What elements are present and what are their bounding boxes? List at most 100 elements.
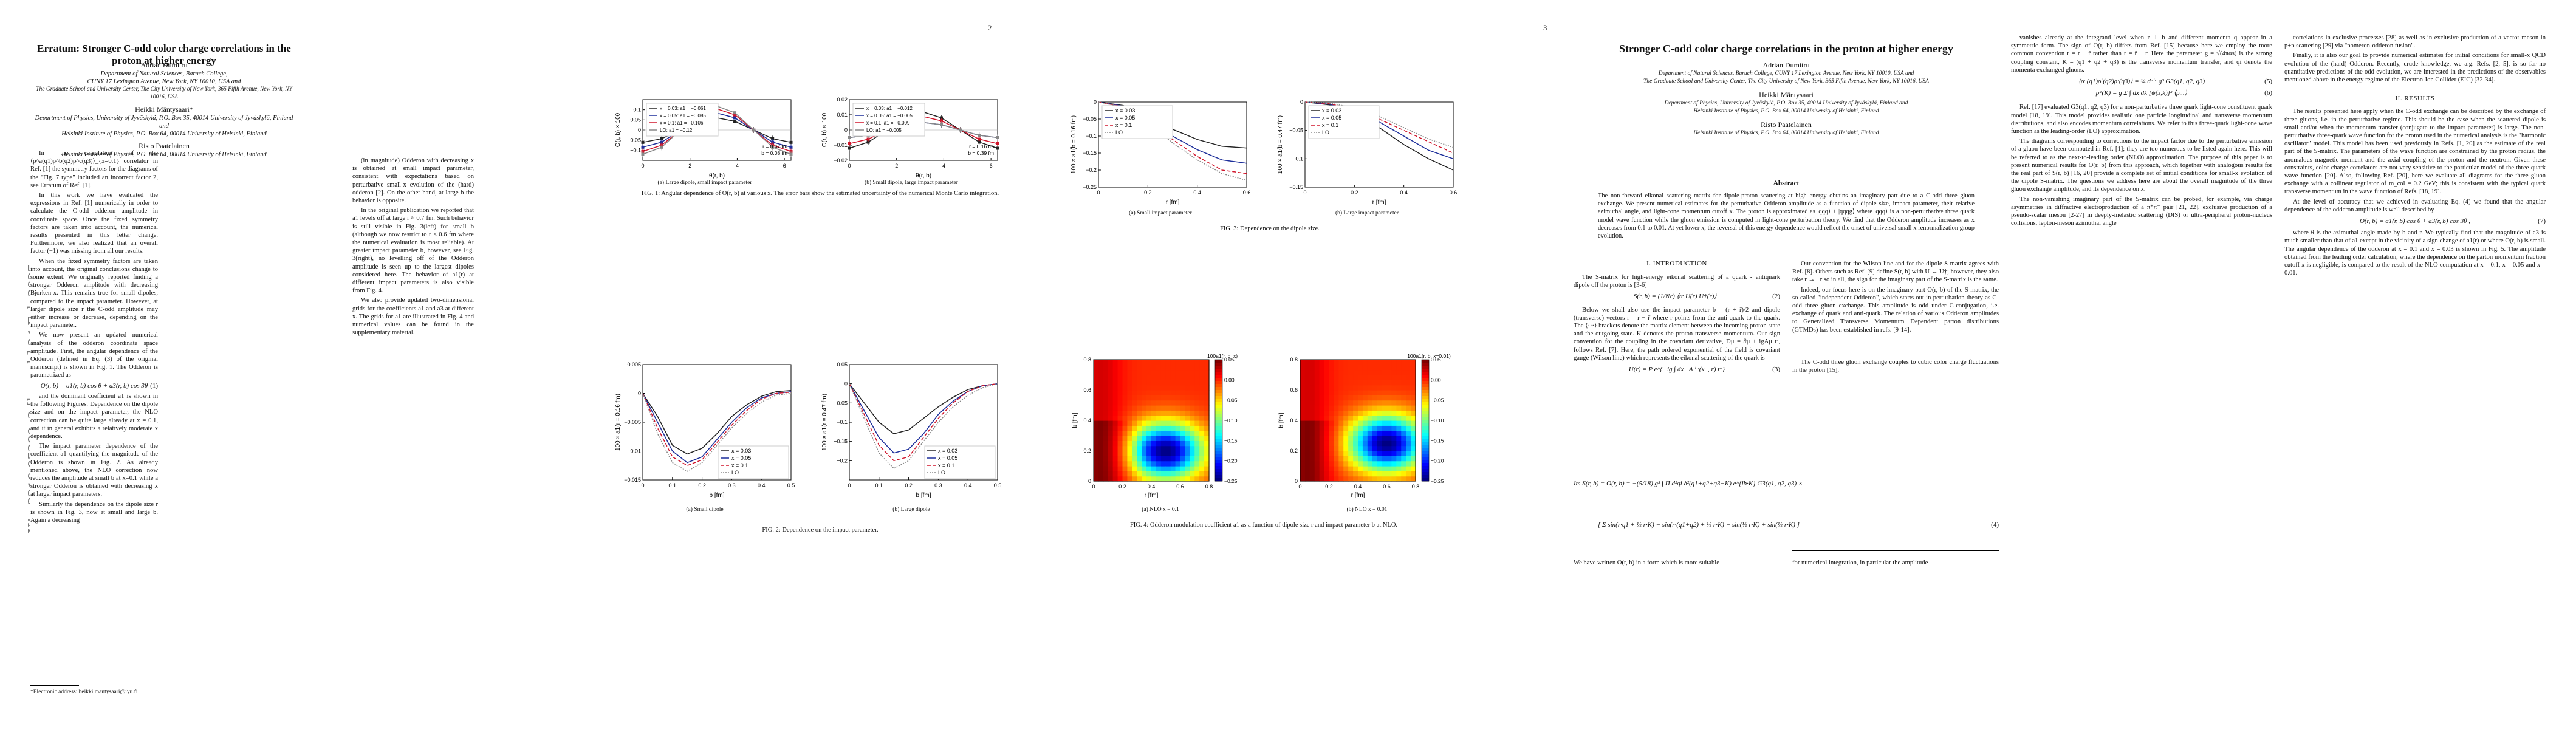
heatmap-cell: [1309, 400, 1315, 406]
heatmap-cell: [1194, 410, 1200, 416]
heatmap-cell: [1411, 466, 1416, 471]
heatmap-cell: [1382, 430, 1388, 436]
heatmap-cell: [1170, 410, 1176, 416]
heatmap-cell: [1190, 410, 1195, 416]
footnote[interactable]: *Electronic address: heikki.mantysaari@j…: [30, 689, 138, 695]
heatmap-cell: [1190, 440, 1195, 447]
heatmap-cell: [1098, 471, 1104, 477]
heatmap-cell: [1175, 445, 1181, 451]
heatmap-cell: [1127, 360, 1132, 365]
paragraph: Ref. [17] evaluated G3(q1, q2, q3) for a…: [2011, 104, 2272, 135]
paragraph: correlations in exclusive processes [28]…: [2284, 35, 2546, 50]
heatmap-cell: [1122, 400, 1128, 406]
heatmap-cell: [1367, 375, 1373, 380]
heatmap-cell: [1353, 380, 1358, 386]
heatmap-cell: [1314, 456, 1320, 462]
intro-col-1: The S-matrix for high-energy eikonal sca…: [1574, 273, 1780, 377]
heatmap-cell: [1343, 451, 1349, 456]
heatmap-cell: [1151, 385, 1157, 391]
heatmap-cell: [1160, 405, 1166, 411]
legend-box: [852, 103, 925, 137]
heatmap-cell: [1304, 405, 1310, 411]
heatmap-cell: [1112, 425, 1118, 431]
heatmap-cell: [1142, 375, 1147, 380]
heatmap-cell: [1411, 451, 1416, 456]
heatmap-cell: [1362, 364, 1368, 371]
heatmap-cell: [1314, 440, 1320, 447]
heatmap-cell: [1146, 466, 1152, 471]
heatmap-cell: [1127, 375, 1132, 380]
x-tick-label: 0.4: [758, 482, 766, 488]
heatmap-cell: [1175, 471, 1181, 477]
heatmap-cell: [1382, 460, 1388, 467]
colorbar-cell: [1215, 384, 1222, 388]
heatmap-cell: [1160, 400, 1166, 406]
heatmap-cell: [1314, 364, 1320, 371]
heatmap-cell: [1396, 476, 1402, 482]
heatmap-cell: [1199, 430, 1205, 436]
heatmap-cell: [1343, 471, 1349, 477]
heatmap-cell: [1151, 410, 1157, 416]
heatmap-cell: [1382, 451, 1388, 456]
heatmap-cell: [1314, 410, 1320, 416]
heatmap-cell: [1117, 405, 1123, 411]
heatmap-cell: [1348, 440, 1354, 447]
heatmap-cell: [1137, 425, 1142, 431]
equation: O(r, b) = a1(r, b) cos θ + a3(r, b) cos …: [30, 382, 158, 390]
heatmap-cell: [1377, 395, 1383, 401]
heatmap-cell: [1367, 456, 1373, 462]
heatmap-cell: [1175, 360, 1181, 365]
heatmap-cell: [1127, 410, 1132, 416]
heatmap-cell: [1367, 405, 1373, 411]
heatmap-cell: [1204, 364, 1210, 371]
heatmap-cell: [1406, 380, 1411, 386]
colorbar-cell: [1215, 469, 1222, 473]
heatmap-cell: [1117, 360, 1123, 365]
heatmap-cell: [1165, 420, 1171, 426]
x-tick-label: 0.5: [787, 482, 795, 488]
heatmap-cell: [1132, 395, 1137, 401]
heatmap-cell: [1180, 445, 1186, 451]
legend-label: x = 0.1: [938, 462, 954, 468]
heatmap-cell: [1190, 471, 1195, 477]
heatmap-cell: [1127, 400, 1132, 406]
heatmap-cell: [1358, 456, 1363, 462]
heatmap-cell: [1103, 369, 1109, 375]
heatmap-cell: [1411, 400, 1416, 406]
heatmap-cell: [1367, 390, 1373, 395]
heatmap-cell: [1117, 425, 1123, 431]
heatmap-cell: [1334, 385, 1339, 391]
x-tick-label: 0: [1097, 190, 1100, 196]
colorbar-cell: [1215, 399, 1222, 403]
panel-annotation: b = 0.08 fm: [761, 150, 787, 156]
heatmap-cell: [1334, 360, 1339, 365]
heatmap-cell: [1309, 380, 1315, 386]
heatmap-cell: [1304, 380, 1310, 386]
author-name: Risto Paatelainen: [139, 142, 190, 150]
heatmap-cell: [1165, 425, 1171, 431]
legend-label: x = 0.05: a1 = −0.085: [660, 113, 706, 118]
heatmap-cell: [1151, 390, 1157, 395]
heatmap-cell: [1165, 476, 1171, 482]
heatmap-cell: [1391, 420, 1397, 426]
heatmap-cell: [1137, 395, 1142, 401]
heatmap-cell: [1199, 436, 1205, 441]
heatmap-cell: [1190, 451, 1195, 456]
heatmap-cell: [1127, 430, 1132, 436]
heatmap-cell: [1377, 456, 1383, 462]
heatmap-cell: [1309, 369, 1315, 375]
heatmap-cell: [1190, 375, 1195, 380]
heatmap-cell: [1401, 445, 1406, 451]
heatmap-cell: [1094, 369, 1099, 375]
heatmap-cell: [1180, 466, 1186, 471]
x-tick-label: 0: [848, 163, 851, 169]
heatmap-cell: [1382, 369, 1388, 375]
heatmap-cell: [1372, 430, 1378, 436]
colorbar-cell: [1422, 414, 1429, 418]
heatmap-cell: [1165, 405, 1171, 411]
heatmap-cell: [1382, 420, 1388, 426]
colorbar-cell: [1422, 402, 1429, 406]
heatmap-cell: [1160, 420, 1166, 426]
heatmap-cell: [1324, 440, 1330, 447]
heatmap-cell: [1334, 405, 1339, 411]
